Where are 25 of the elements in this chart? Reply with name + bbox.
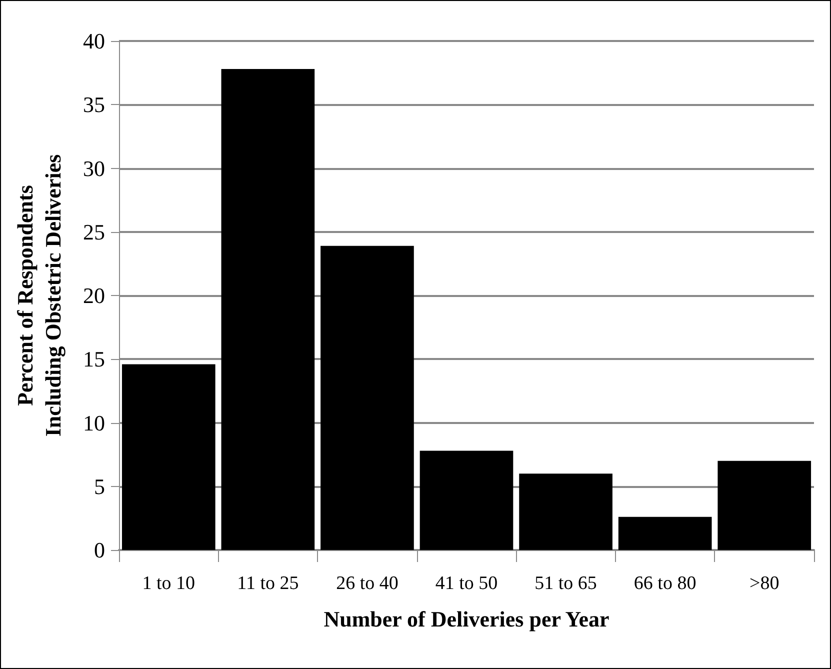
- x-tick-label: 66 to 80: [634, 573, 696, 594]
- x-tick-label: 1 to 10: [142, 573, 196, 594]
- x-tick-label: 51 to 65: [534, 573, 597, 594]
- y-tick-label: 0: [94, 538, 105, 562]
- y-tick-label: 30: [83, 156, 105, 181]
- y-tick-label: 15: [83, 346, 105, 372]
- y-tick-label: 35: [83, 92, 105, 118]
- bar: [320, 246, 414, 550]
- x-tick-label: >80: [750, 573, 780, 594]
- y-tick-label: 20: [83, 283, 105, 308]
- x-axis-title: Number of Deliveries per Year: [324, 606, 610, 632]
- bar: [221, 68, 315, 550]
- x-tick-label: 11 to 25: [237, 573, 299, 594]
- y-tick-label: 10: [83, 410, 105, 436]
- bar: [718, 460, 812, 550]
- x-tick-label: 41 to 50: [435, 573, 498, 594]
- bar: [122, 364, 216, 550]
- bar: [618, 516, 712, 550]
- y-tick-label: 25: [83, 219, 105, 244]
- bar: [420, 450, 514, 550]
- y-tick-label: 40: [83, 28, 105, 54]
- x-tick-label: 26 to 40: [336, 573, 398, 594]
- y-tick-label: 5: [94, 474, 105, 499]
- bar: [519, 474, 612, 550]
- y-axis-title: Percent of Respondents Including Obstetric Deliveries: [12, 154, 66, 437]
